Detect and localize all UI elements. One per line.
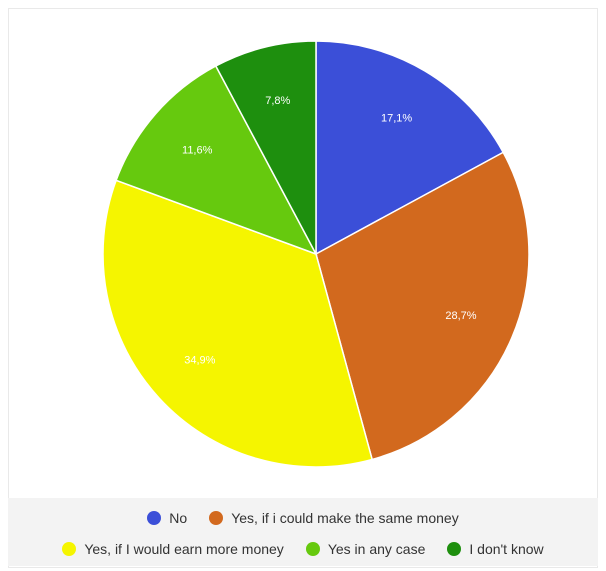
- pie-chart: 17,1% 28,7% 34,9% 11,6% 7,8%: [102, 40, 530, 468]
- legend-label-0: No: [169, 510, 188, 526]
- pie-slice-label-4: 7,8%: [265, 95, 290, 107]
- pie-slice-2: [102, 179, 374, 468]
- legend-label-3: Yes in any case: [327, 541, 426, 557]
- legend-row-1: No Yes, if i could make the same money: [8, 510, 598, 526]
- pie-slice-label-0: 17,1%: [381, 112, 412, 124]
- pie-slice-3: [115, 65, 318, 256]
- legend-label-4: I don't know: [469, 541, 544, 557]
- legend-swatch-0: [147, 511, 162, 525]
- pie-slice-label-3: 11,6%: [182, 144, 213, 156]
- legend-item-4: I don't know: [447, 541, 544, 557]
- legend-row-2: Yes, if I would earn more money Yes in an…: [8, 541, 598, 557]
- legend-item-1: Yes, if i could make the same money: [209, 510, 459, 526]
- legend-swatch-4: [447, 542, 462, 556]
- pie-slice-0: [315, 40, 505, 256]
- pie-slice-label-1: 28,7%: [445, 310, 476, 322]
- legend-swatch-1: [209, 511, 224, 525]
- legend-item-3: Yes in any case: [305, 541, 426, 557]
- legend-item-0: No: [147, 510, 187, 526]
- legend-swatch-2: [62, 542, 77, 556]
- pie-slice-label-2: 34,9%: [184, 354, 215, 366]
- pie-slice-4: [214, 40, 317, 255]
- legend-label-1: Yes, if i could make the same money: [231, 510, 459, 526]
- legend: No Yes, if i could make the same money Ye…: [8, 498, 598, 566]
- legend-item-2: Yes, if I would earn more money: [62, 541, 284, 557]
- pie-slice-1: [315, 151, 530, 461]
- legend-swatch-3: [305, 542, 320, 556]
- legend-label-2: Yes, if I would earn more money: [84, 541, 284, 557]
